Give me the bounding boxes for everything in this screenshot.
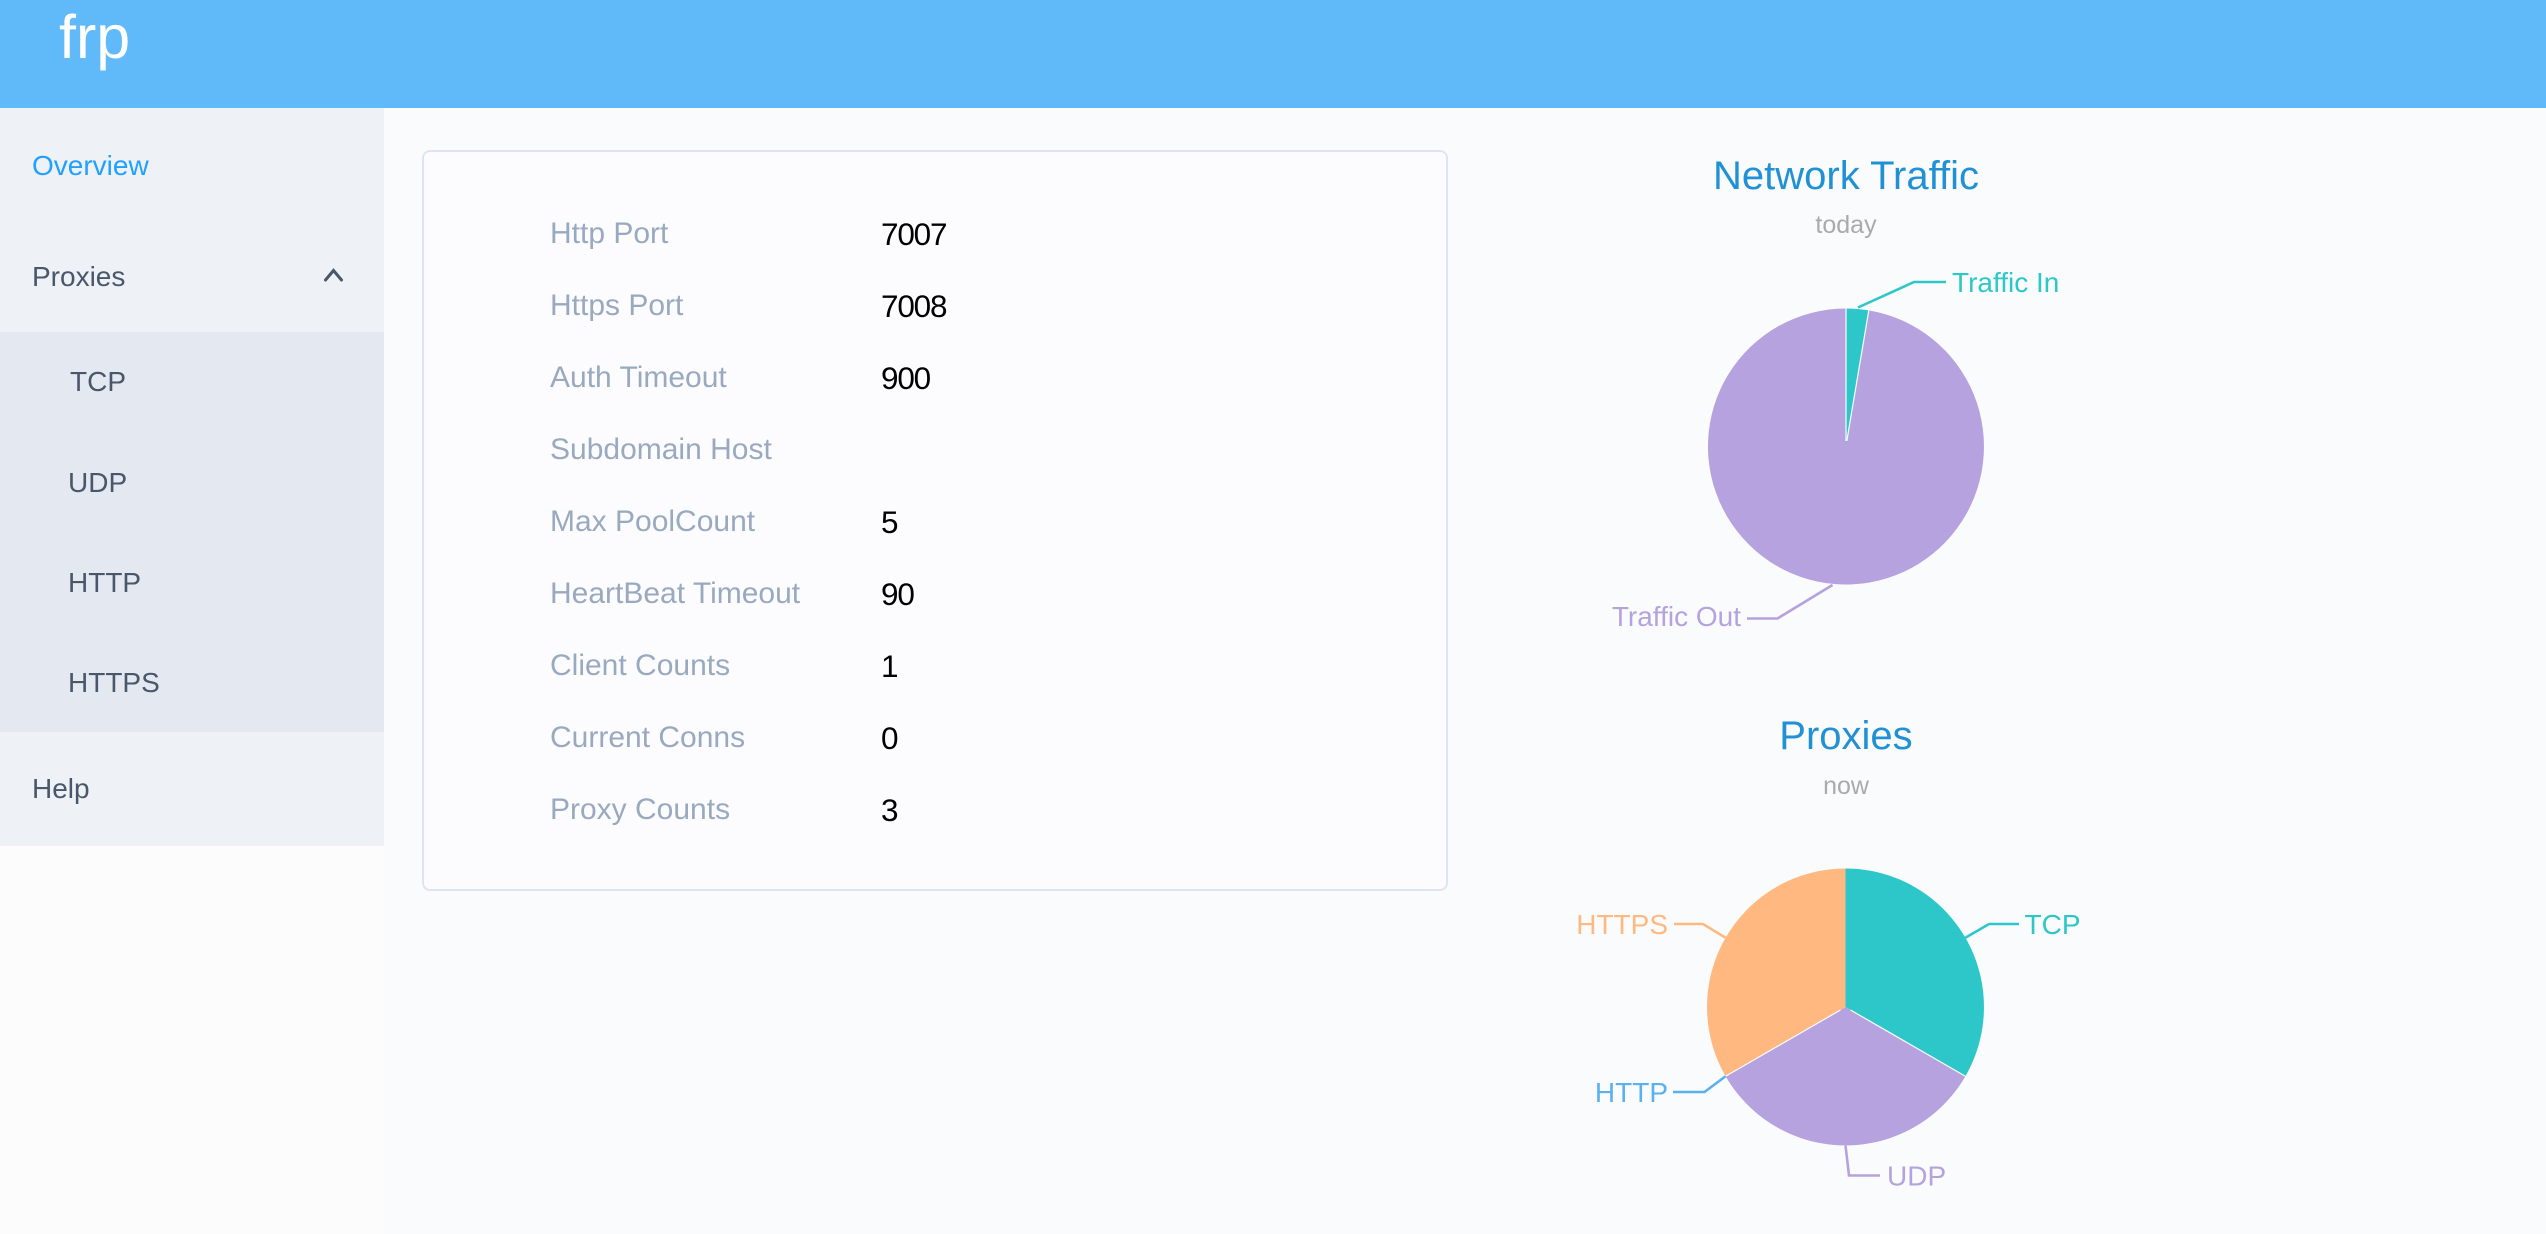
svg-text:today: today — [1815, 211, 1877, 239]
svg-text:Traffic In: Traffic In — [1952, 267, 2059, 298]
svg-text:Traffic Out: Traffic Out — [1612, 601, 1741, 632]
svg-text:now: now — [1823, 772, 1870, 800]
svg-text:UDP: UDP — [1887, 1161, 1946, 1192]
svg-text:Proxies: Proxies — [1779, 714, 1912, 758]
svg-text:HTTP: HTTP — [1595, 1077, 1668, 1108]
svg-text:TCP: TCP — [2025, 909, 2081, 940]
svg-text:Network Traffic: Network Traffic — [1713, 154, 1979, 198]
svg-text:HTTPS: HTTPS — [1576, 909, 1668, 940]
